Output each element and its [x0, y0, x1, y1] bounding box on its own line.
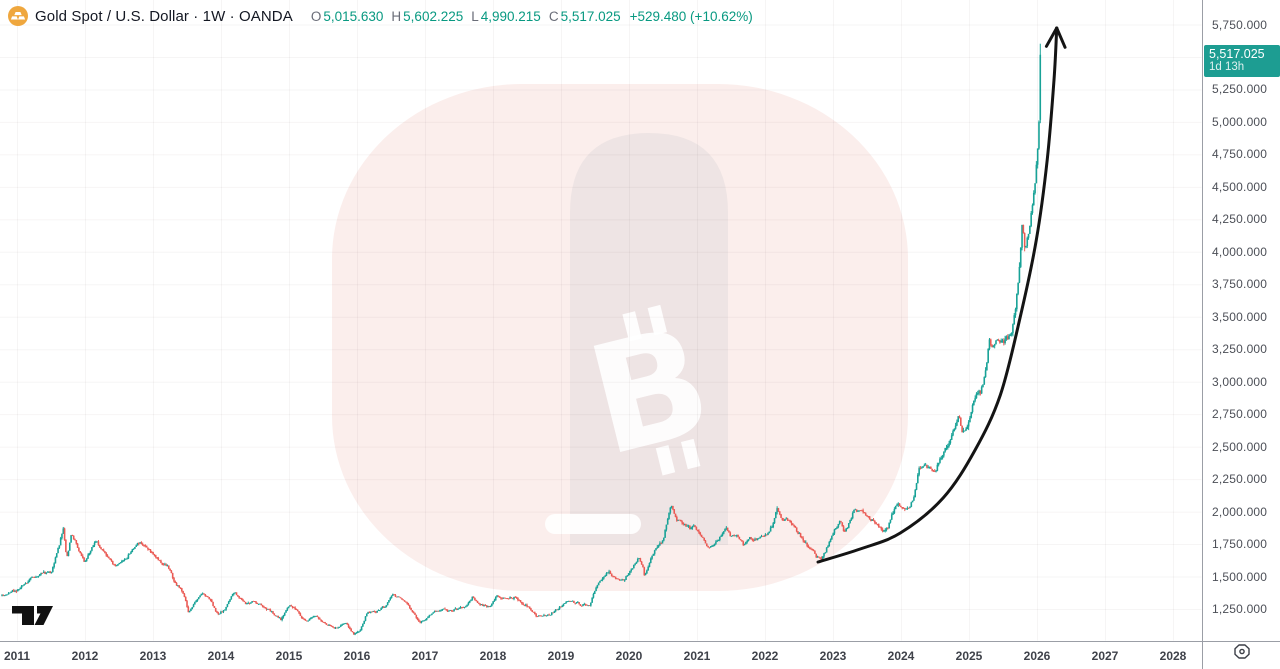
- price-tick-label: 4,250.000: [1212, 212, 1268, 227]
- year-tick-label: 2023: [819, 649, 847, 663]
- close-value: 5,517.025: [560, 8, 621, 24]
- change-value: +529.480 (+10.62%): [629, 8, 753, 24]
- year-tick-label: 2011: [3, 649, 31, 663]
- candlestick-series: [1, 43, 1042, 636]
- year-tick-label: 2027: [1091, 649, 1119, 663]
- high-label: H: [391, 8, 402, 24]
- price-tick-label: 3,750.000: [1212, 277, 1268, 292]
- eye-icon[interactable]: [1234, 644, 1250, 664]
- ohlc-values: O 5,015.630 H 5,602.225 L 4,990.215 C 5,517.…: [303, 9, 621, 24]
- gold-coin-icon: [8, 6, 28, 26]
- price-tick-label: 1,750.000: [1212, 537, 1268, 552]
- price-tick-label: 3,250.000: [1212, 342, 1268, 357]
- open-label: O: [310, 8, 322, 24]
- price-tick-label: 2,250.000: [1212, 472, 1268, 487]
- last-price-badge[interactable]: 5,517.025 1d 13h: [1204, 44, 1280, 77]
- price-tick-label: 3,000.000: [1212, 374, 1268, 389]
- price-tick-label: 4,500.000: [1212, 179, 1268, 194]
- price-tick-label: 5,250.000: [1212, 82, 1268, 97]
- tradingview-logo[interactable]: [12, 606, 54, 631]
- price-tick-label: 2,500.000: [1212, 439, 1268, 454]
- year-tick-label: 2021: [683, 649, 711, 663]
- year-tick-label: 2019: [547, 649, 575, 663]
- price-tick-label: 3,500.000: [1212, 309, 1268, 324]
- low-label: L: [471, 8, 479, 24]
- year-tick-label: 2028: [1159, 649, 1187, 663]
- symbol-header: Gold Spot / U.S. Dollar · 1W · OANDA O 5,…: [8, 5, 753, 27]
- year-tick-label: 2012: [71, 649, 99, 663]
- close-label: C: [548, 8, 559, 24]
- badge-countdown: 1d 13h: [1209, 60, 1245, 73]
- year-tick-label: 2015: [275, 649, 303, 663]
- year-tick-label: 2017: [411, 649, 439, 663]
- bitcoin-watermark: B: [332, 84, 908, 591]
- year-tick-label: 2018: [479, 649, 507, 663]
- year-tick-label: 2020: [615, 649, 643, 663]
- price-tick-label: 1,500.000: [1212, 569, 1268, 584]
- price-tick-label: 1,250.000: [1212, 602, 1268, 616]
- year-tick-label: 2025: [955, 649, 983, 663]
- price-tick-label: 2,750.000: [1212, 407, 1268, 422]
- low-value: 4,990.215: [480, 8, 541, 24]
- high-value: 5,602.225: [403, 8, 464, 24]
- price-tick-label: 4,750.000: [1212, 147, 1268, 162]
- year-tick-label: 2026: [1023, 649, 1051, 663]
- year-tick-label: 2022: [751, 649, 779, 663]
- symbol-title[interactable]: Gold Spot / U.S. Dollar · 1W · OANDA: [35, 7, 293, 25]
- grid-lines: [0, 0, 1202, 641]
- badge-price: 5,517.025: [1209, 46, 1265, 61]
- trend-arrow-annotation[interactable]: [816, 26, 1067, 564]
- price-tick-label: 4,000.000: [1212, 244, 1268, 259]
- price-tick-label: 5,750.000: [1212, 17, 1268, 32]
- price-tick-label: 2,000.000: [1212, 504, 1268, 519]
- year-tick-label: 2016: [343, 649, 371, 663]
- price-tick-label: 5,000.000: [1212, 114, 1268, 129]
- year-tick-label: 2013: [139, 649, 167, 663]
- open-value: 5,015.630: [323, 8, 384, 24]
- year-tick-label: 2024: [887, 649, 915, 663]
- year-tick-label: 2014: [207, 649, 235, 663]
